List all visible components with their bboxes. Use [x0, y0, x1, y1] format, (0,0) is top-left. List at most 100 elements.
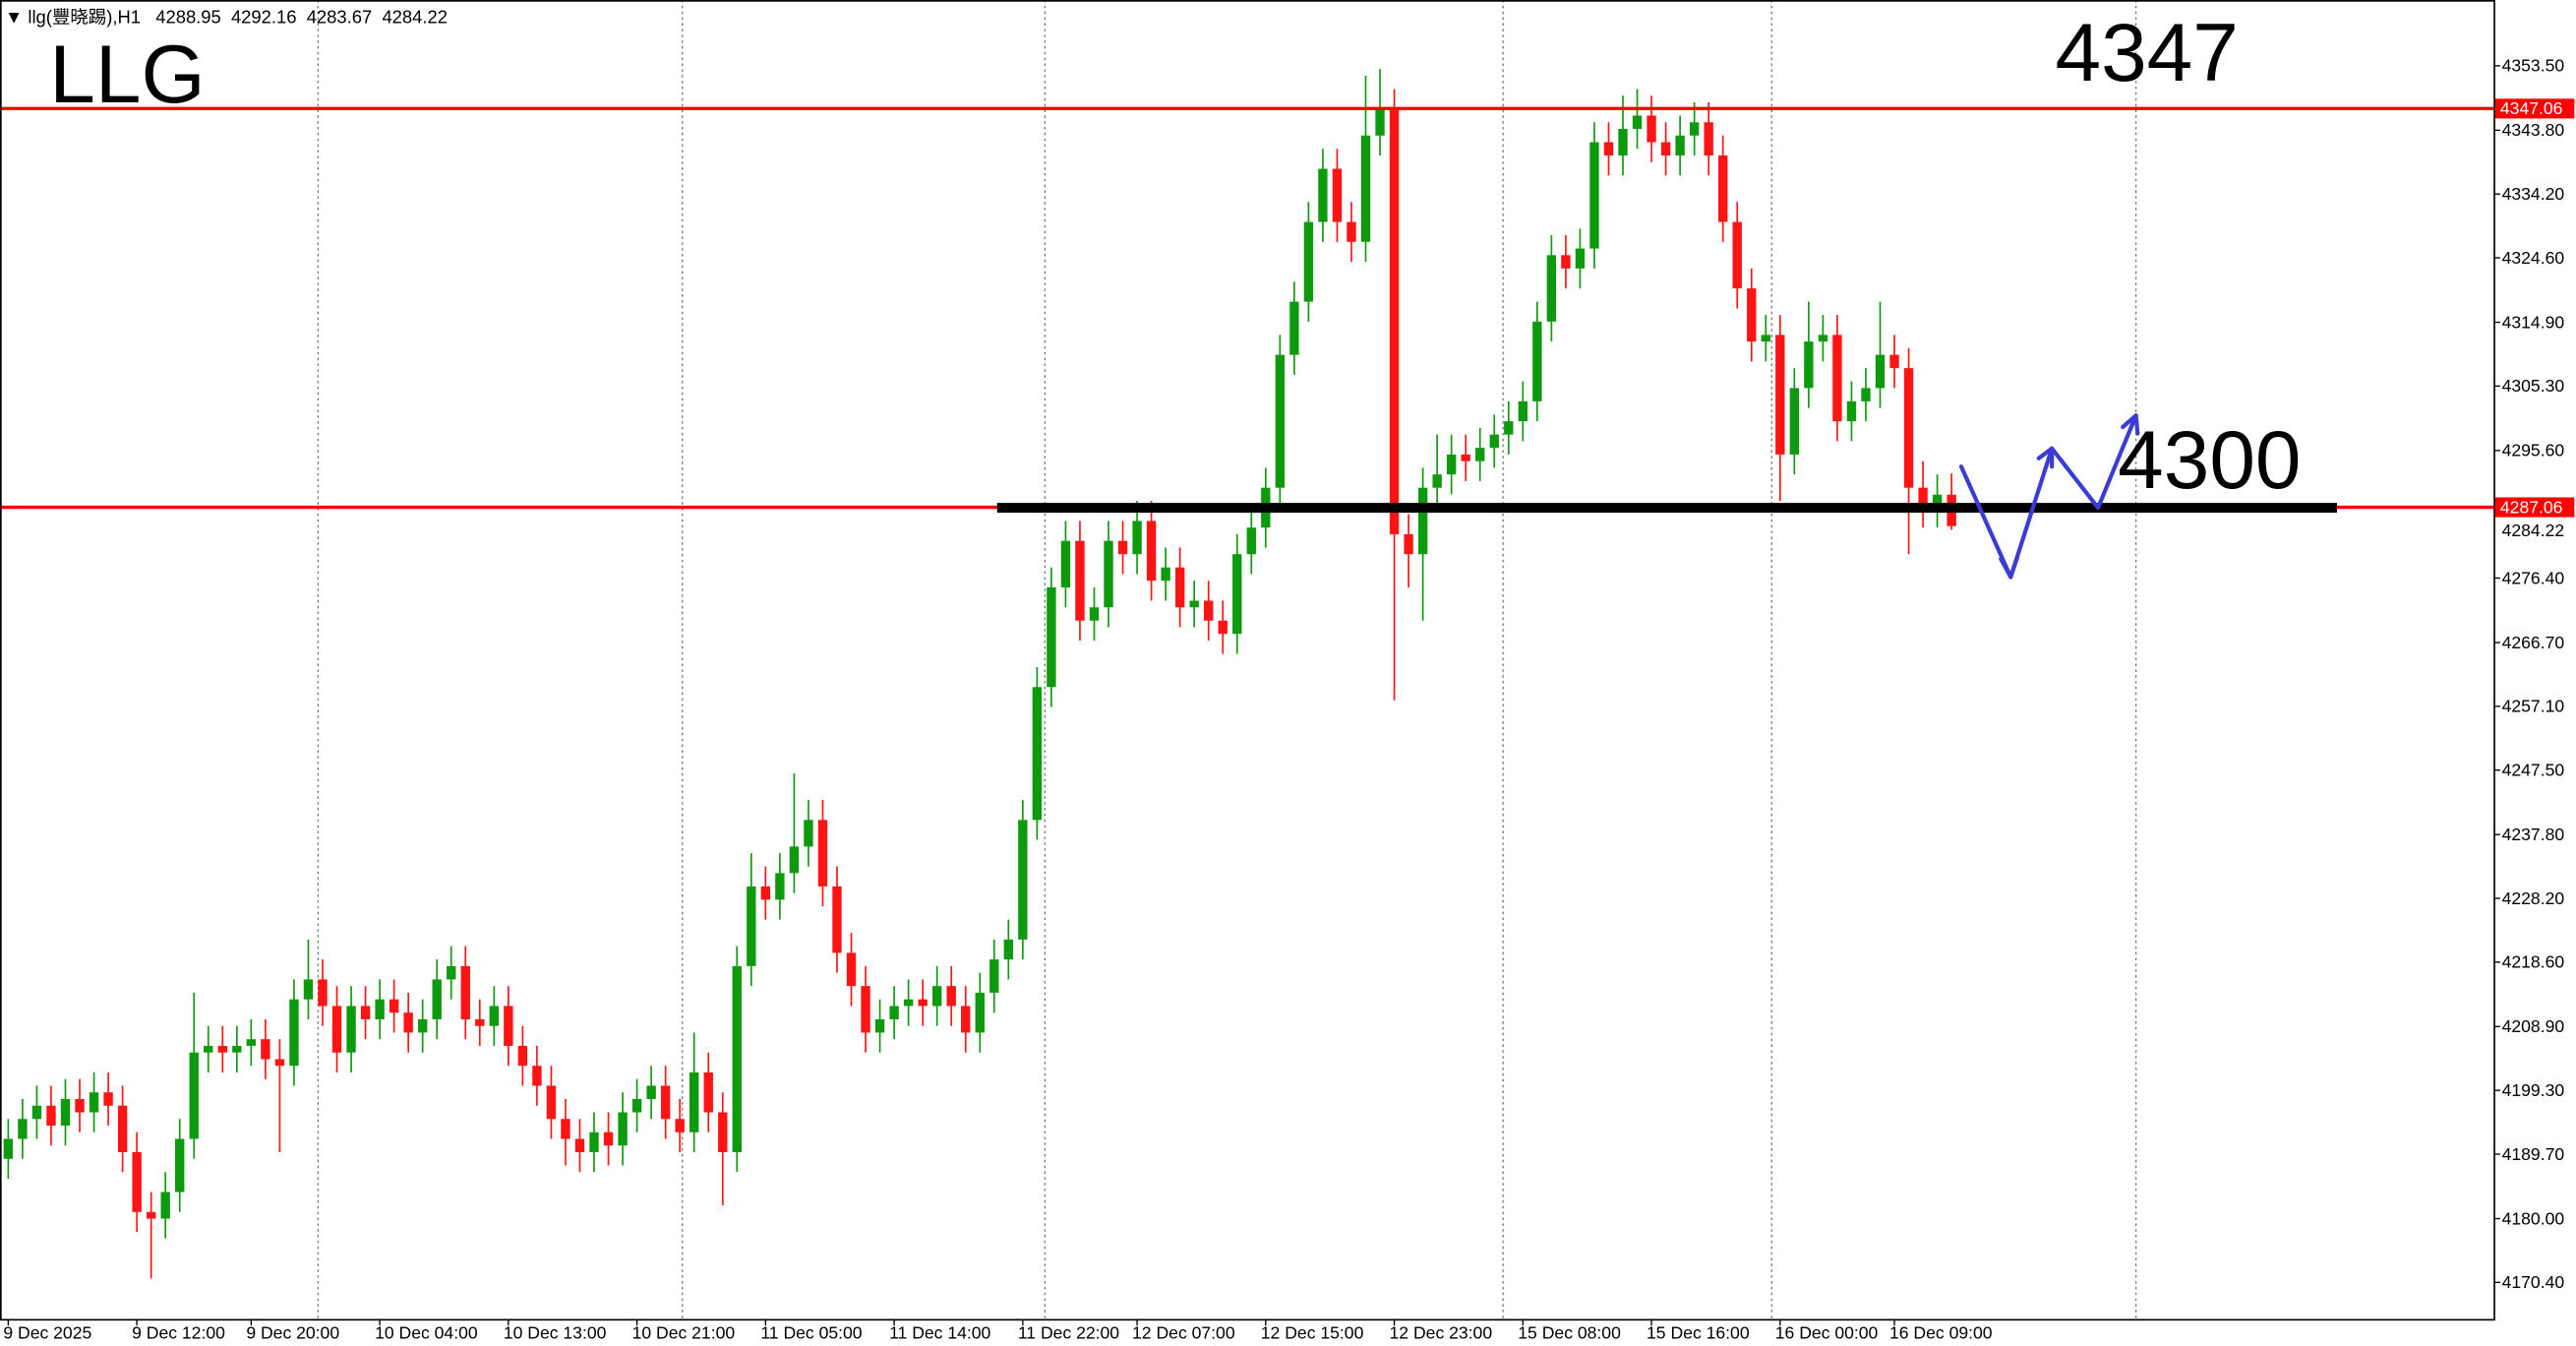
candle-body	[1446, 454, 1457, 475]
projection-arrows	[1958, 413, 2140, 580]
x-tick-label: 16 Dec 00:00	[1775, 1323, 1879, 1343]
candle-body	[46, 1105, 56, 1126]
candle-body	[504, 1006, 513, 1046]
candle-body	[832, 886, 842, 953]
candle-body	[346, 1006, 356, 1053]
candle-body	[60, 1098, 71, 1126]
candle-body	[146, 1211, 156, 1219]
candle-body	[689, 1071, 699, 1132]
header-high: 4292.16	[231, 6, 297, 27]
candle-body	[660, 1085, 671, 1120]
arrow-head	[2036, 446, 2055, 469]
candle-body	[232, 1045, 242, 1053]
candle-body	[961, 1006, 971, 1033]
candle-body	[75, 1098, 85, 1113]
candle-body	[189, 1052, 199, 1139]
candle-body	[603, 1132, 614, 1146]
candle-body	[631, 1098, 642, 1113]
y-tick-label: 4208.90	[2502, 1016, 2565, 1036]
x-tick-label: 10 Dec 21:00	[632, 1323, 736, 1343]
candle-body	[1146, 520, 1157, 581]
candle-body	[1789, 388, 1800, 455]
candle-body	[1275, 354, 1286, 488]
candle-body	[274, 1059, 285, 1067]
candle-body	[475, 1018, 485, 1026]
candle-body	[1932, 494, 1943, 508]
candle-body	[1561, 255, 1571, 269]
y-tick-label: 4276.40	[2502, 568, 2565, 587]
candle-body	[447, 965, 456, 980]
candle-body	[1303, 221, 1314, 302]
candle-body	[1832, 335, 1842, 422]
candle-body	[1461, 454, 1470, 461]
candle-body	[289, 999, 299, 1067]
candle-body	[1289, 301, 1299, 355]
x-tick-label: 16 Dec 09:00	[1889, 1323, 1993, 1343]
axes: 4353.50 4343.80 4334.20 4324.60 4314.90 4305.…	[3, 56, 2575, 1343]
candle-body	[204, 1045, 213, 1053]
candle-body	[1047, 586, 1056, 688]
x-tick-label: 15 Dec 08:00	[1518, 1323, 1621, 1343]
candle-body	[775, 873, 785, 900]
candle-body	[1475, 448, 1485, 461]
candle-body	[1117, 540, 1128, 555]
candle-body	[489, 1006, 500, 1026]
arrow-head	[2121, 413, 2140, 436]
candle-body	[1518, 400, 1528, 422]
candle-body	[874, 1018, 885, 1033]
candle-body	[1532, 321, 1542, 401]
candle-body	[89, 1092, 99, 1113]
candle-body	[1417, 487, 1428, 555]
candle-body	[718, 1112, 728, 1153]
candle-body	[375, 999, 385, 1019]
candle-body	[1375, 108, 1385, 136]
x-tick-label: 12 Dec 23:00	[1390, 1323, 1493, 1343]
y-tick-label: 4180.00	[2502, 1208, 2565, 1228]
plot-frame	[0, 0, 2495, 1321]
candle-body	[1889, 354, 1899, 369]
y-tick-label: 4266.70	[2502, 633, 2565, 652]
candle-body	[303, 979, 314, 1000]
candle-body	[1546, 255, 1557, 322]
candle-body	[903, 999, 914, 1007]
candle-body	[574, 1138, 585, 1153]
y-tick-label: 4189.70	[2502, 1144, 2565, 1164]
x-tick-label: 9 Dec 2025	[3, 1323, 91, 1343]
candle-body	[975, 992, 985, 1033]
x-tick-label: 12 Dec 07:00	[1132, 1323, 1235, 1343]
candle-body	[1060, 540, 1071, 587]
candle-body	[417, 1018, 428, 1033]
candle-body	[1189, 600, 1199, 608]
chart-header: ▼ llg(豐晓踢),H1 4288.95 4292.16 4283.67 42…	[5, 6, 448, 27]
candle-body	[1489, 434, 1499, 449]
candle-body	[675, 1119, 685, 1132]
y-tick-label: 4247.50	[2502, 761, 2565, 780]
candle-body	[1575, 248, 1586, 269]
candle-body	[1389, 108, 1400, 534]
y-tick-label: 4228.20	[2502, 888, 2565, 908]
candle-body	[760, 886, 771, 900]
candle-body	[1618, 129, 1628, 156]
y-tick-label: 4353.50	[2502, 56, 2565, 76]
candle-body	[160, 1192, 170, 1219]
candle-body	[889, 1006, 899, 1019]
candle-body	[703, 1071, 713, 1113]
candle-body	[1818, 335, 1828, 342]
candle-body	[931, 986, 942, 1007]
candle-body	[846, 952, 857, 987]
candle-body	[18, 1119, 28, 1139]
candle-body	[1632, 115, 1643, 130]
candle-body	[804, 820, 813, 847]
candle-body	[1174, 567, 1185, 608]
candle-body	[732, 965, 742, 1153]
candle-body	[1775, 335, 1785, 455]
y-tick-label: 4305.30	[2502, 376, 2565, 396]
candle-body	[918, 999, 928, 1007]
candle-body	[1204, 600, 1214, 621]
candle-body	[1347, 221, 1356, 242]
y-tick-label: 4237.80	[2502, 825, 2565, 844]
candle-body	[1318, 168, 1328, 222]
y-tick-label: 4170.40	[2502, 1272, 2565, 1292]
